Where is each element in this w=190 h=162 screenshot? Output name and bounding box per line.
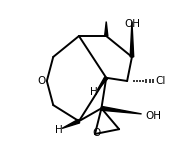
Text: OH: OH: [124, 19, 140, 29]
Text: O: O: [37, 76, 45, 86]
Polygon shape: [97, 77, 108, 90]
Polygon shape: [105, 22, 108, 36]
Polygon shape: [62, 119, 80, 128]
Polygon shape: [130, 22, 134, 57]
Text: H: H: [90, 87, 98, 97]
Text: Cl: Cl: [155, 76, 166, 86]
Text: O: O: [93, 128, 101, 138]
Text: H: H: [55, 125, 62, 135]
Text: OH: OH: [146, 110, 162, 121]
Polygon shape: [101, 106, 142, 114]
